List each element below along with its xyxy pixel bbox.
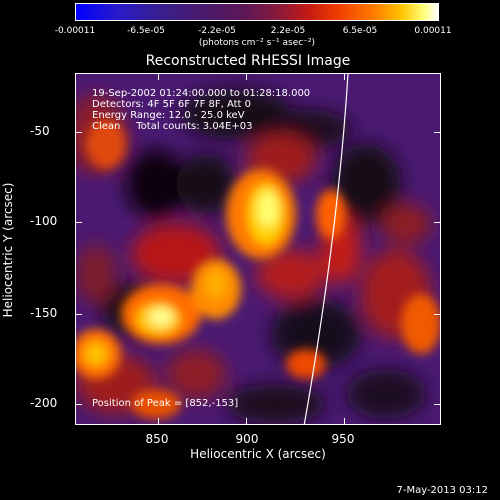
x-tickmark-top [344,74,345,80]
y-tickmark-right [434,132,440,133]
colorbar-tick-6: 0.00011 [414,26,452,36]
colorbar [75,3,439,21]
x-tickmark-top [246,74,247,80]
image-title: Reconstructed RHESSI Image [145,53,351,69]
x-tick-label: 850 [145,432,169,446]
y-axis-label: Heliocentric Y (arcsec) [1,182,15,318]
colorbar-tick-5: 6.5e-05 [342,26,378,36]
x-tick-label: 900 [235,432,259,446]
annotation-peak-position: Position of Peak = [852,-153] [92,398,239,409]
colorbar-tick-3: -2.2e-05 [198,26,236,36]
colorbar-tick-1: -0.00011 [54,26,96,36]
y-tickmark [76,222,82,223]
x-tickmark [158,418,159,424]
y-tickmark-right [434,314,440,315]
y-tickmark [76,404,82,405]
y-tickmark [76,314,82,315]
rhessi-image: 19-Sep-2002 01:24:00.000 to 01:28:18.000… [75,73,441,425]
solar-limb [303,74,349,424]
x-tickmark-top [158,74,159,80]
y-tick-label: -100 [30,214,58,228]
x-tick-label: 950 [331,432,355,446]
colorbar-tick-4: 2.2e-05 [270,26,306,36]
x-axis-label: Heliocentric X (arcsec) [190,447,326,461]
y-tickmark [76,132,82,133]
y-tickmark-right [434,222,440,223]
annotation-time: 19-Sep-2002 01:24:00.000 to 01:28:18.000 [92,88,311,99]
y-tick-label: -150 [30,306,58,320]
y-tick-label: -50 [30,124,50,138]
y-tickmark-right [434,404,440,405]
colorbar-units: (photons cm⁻² s⁻¹ asec⁻²) [198,38,316,48]
colorbar-tick-2: -6.5e-05 [127,26,165,36]
annotation-detectors: Detectors: 4F 5F 6F 7F 8F, Att 0 [92,99,252,110]
y-tick-label: -200 [30,396,58,410]
datestamp: 7-May-2013 03:12 [396,485,488,496]
x-tickmark [246,418,247,424]
x-tickmark [344,418,345,424]
annotation-energy: Energy Range: 12.0 - 25.0 keV [92,110,245,121]
annotation-clean: Clean Total counts: 3.04E+03 [92,121,253,132]
rhessi-heatmap [76,74,440,424]
